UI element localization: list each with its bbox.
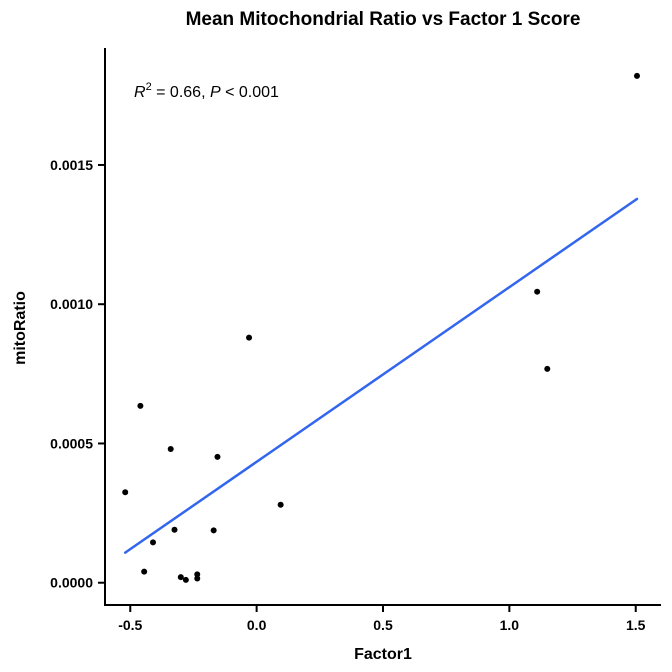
r-squared-superscript: 2 (146, 81, 152, 93)
data-point (177, 574, 184, 581)
stats-annotation: R2 = 0.66, P < 0.001 (134, 81, 279, 101)
chart-title: Mean Mitochondrial Ratio vs Factor 1 Sco… (186, 9, 581, 30)
data-point (544, 365, 551, 372)
data-point (122, 489, 129, 496)
r-squared-value: = 0.66, (152, 84, 210, 101)
p-label: P (210, 84, 221, 101)
p-value: < 0.001 (221, 84, 279, 101)
data-point (214, 453, 221, 460)
data-point (194, 575, 201, 582)
y-axis-label: mitoRatio (12, 291, 29, 365)
r-squared-label: R (134, 84, 146, 101)
data-point (194, 571, 201, 578)
y-tick-label: 0.0005 (50, 435, 93, 451)
data-point (137, 402, 144, 409)
data-point (182, 576, 189, 583)
regression-line-group (123, 197, 639, 554)
x-tick-label: 0.0 (247, 617, 267, 633)
data-point (210, 527, 217, 534)
data-point (534, 288, 541, 295)
data-points (122, 72, 640, 583)
data-point (277, 501, 284, 508)
regression-line (123, 197, 639, 554)
x-tick-label: 0.5 (373, 617, 393, 633)
data-point (633, 72, 640, 79)
y-tick-label: 0.0015 (50, 157, 93, 173)
x-tick-label: 1.5 (626, 617, 646, 633)
y-tick-label: 0.0010 (50, 296, 93, 312)
data-point (141, 568, 148, 575)
x-axis-label: Factor1 (354, 646, 412, 663)
data-point (150, 539, 157, 546)
data-point (167, 446, 174, 453)
data-point (171, 526, 178, 533)
x-tick-label: 1.0 (500, 617, 520, 633)
x-tick-label: -0.5 (118, 617, 142, 633)
x-ticks: -0.5 0.0 0.5 1.0 1.5 (118, 605, 646, 633)
y-tick-label: 0.0000 (50, 575, 93, 591)
data-point (246, 334, 253, 341)
y-ticks: 0.0000 0.0005 0.0010 0.0015 (50, 157, 105, 591)
axes (104, 48, 661, 606)
